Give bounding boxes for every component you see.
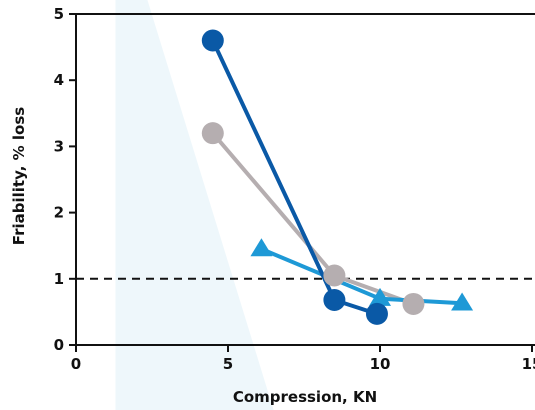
y-tick-label: 3 bbox=[54, 137, 64, 155]
data-point bbox=[451, 292, 474, 311]
x-tick-label: 5 bbox=[223, 355, 233, 373]
data-point bbox=[323, 288, 346, 311]
data-point bbox=[201, 29, 224, 52]
data-point bbox=[250, 238, 273, 257]
data-point bbox=[201, 122, 224, 145]
y-tick-label: 4 bbox=[54, 71, 64, 89]
y-tick-label: 2 bbox=[54, 204, 64, 222]
background-band-layer bbox=[115, 0, 274, 410]
data-point bbox=[365, 302, 388, 325]
series-layer bbox=[201, 29, 474, 325]
x-axis-title: Compression, KN bbox=[233, 388, 377, 406]
y-tick-label: 0 bbox=[54, 336, 64, 354]
y-tick-label: 5 bbox=[54, 5, 64, 23]
y-tick-label: 1 bbox=[54, 270, 64, 288]
x-tick-label: 15 bbox=[522, 355, 535, 373]
tick-labels-layer: 0 1 2 3 4 5 0 5 10 15 bbox=[54, 5, 535, 373]
data-point bbox=[323, 264, 346, 287]
data-point bbox=[369, 287, 391, 306]
series-line bbox=[210, 131, 416, 306]
background-band bbox=[115, 0, 274, 410]
axes-layer bbox=[69, 13, 535, 352]
y-axis-title: Friability, % loss bbox=[10, 107, 28, 245]
x-tick-label: 0 bbox=[71, 355, 81, 373]
series-line bbox=[210, 38, 379, 316]
data-point bbox=[402, 292, 425, 315]
x-tick-label: 10 bbox=[370, 355, 391, 373]
series-line bbox=[259, 247, 465, 306]
